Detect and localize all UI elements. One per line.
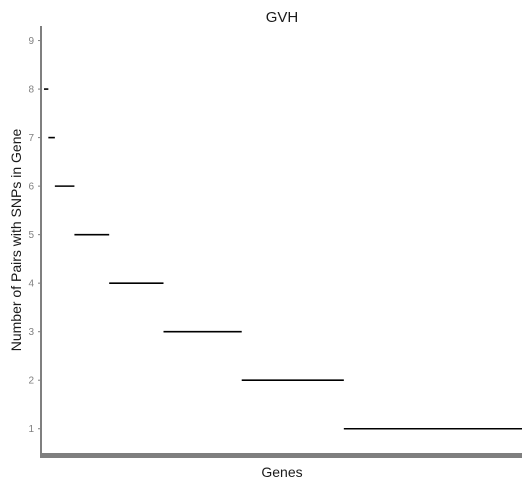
y-tick-label: 4 — [28, 279, 34, 290]
x-axis-label: Genes — [261, 464, 302, 480]
y-tick-label: 5 — [28, 230, 34, 241]
y-tick-label: 3 — [28, 327, 34, 338]
y-tick-label: 7 — [28, 133, 34, 144]
y-tick-label: 9 — [28, 36, 34, 47]
y-tick-label: 1 — [28, 424, 34, 435]
y-axis-label: Number of Pairs with SNPs in Gene — [8, 129, 24, 352]
x-axis-bar — [40, 453, 522, 458]
y-tick-label: 2 — [28, 376, 34, 387]
y-tick-label: 6 — [28, 182, 34, 193]
y-tick-label: 8 — [28, 85, 34, 96]
chart-segments — [44, 88, 522, 430]
chart-title: GVH — [266, 9, 299, 26]
y-axis-ticks: 1 2 3 4 5 6 7 8 9 — [28, 36, 41, 435]
